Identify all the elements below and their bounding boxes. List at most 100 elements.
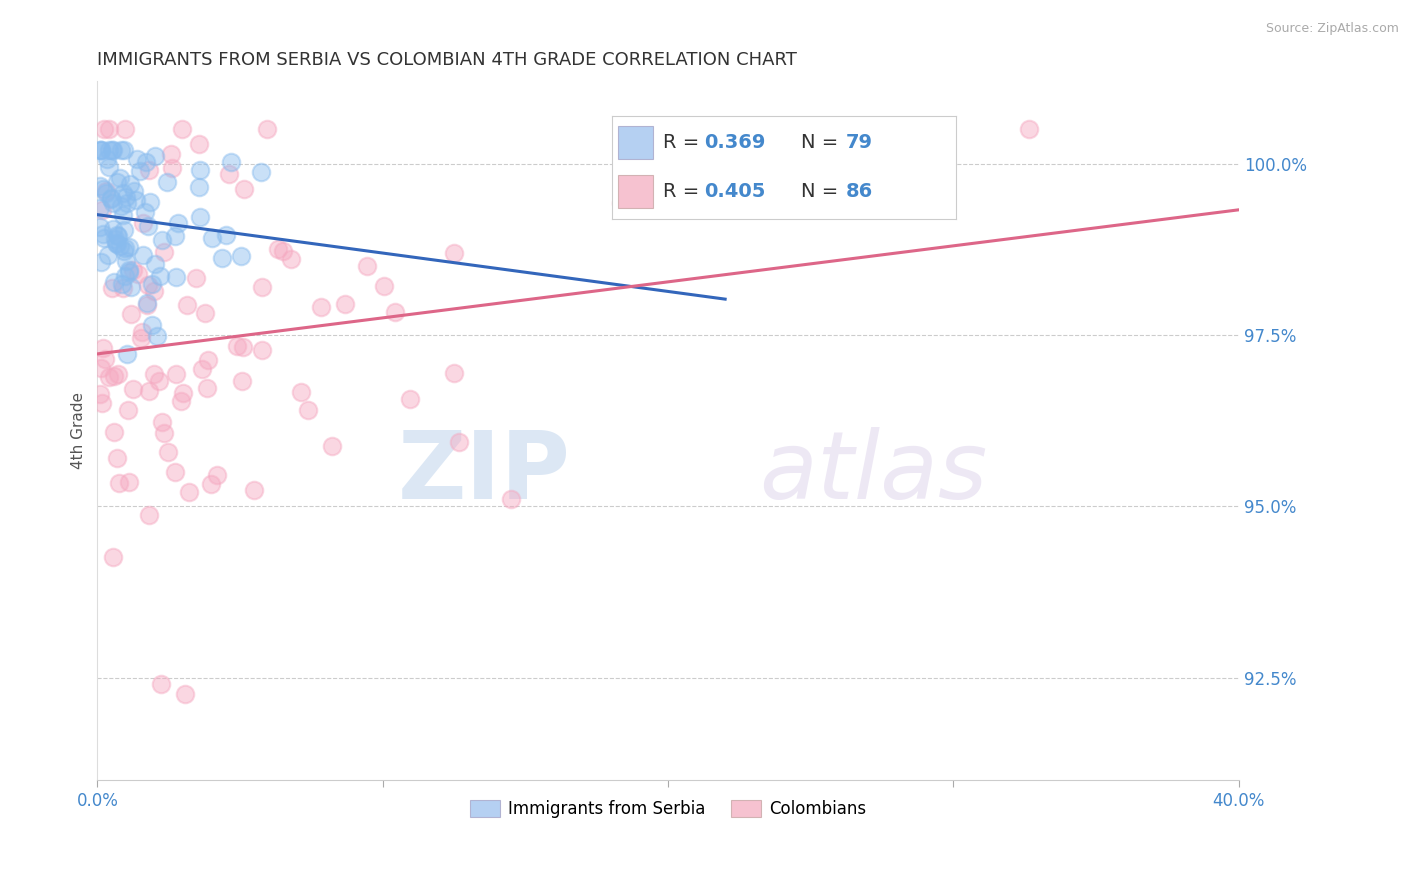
Point — [187, 179, 209, 194]
Point — [129, 331, 152, 345]
Point — [156, 445, 179, 459]
Point — [218, 167, 240, 181]
Point — [112, 281, 135, 295]
Point — [309, 300, 332, 314]
Point — [290, 384, 312, 399]
Point — [156, 176, 179, 190]
Text: Source: ZipAtlas.com: Source: ZipAtlas.com — [1265, 22, 1399, 36]
Point — [93, 231, 115, 245]
Bar — [619, 126, 652, 159]
Point — [143, 257, 166, 271]
Point — [229, 249, 252, 263]
Point — [110, 198, 132, 212]
Point — [96, 152, 118, 166]
Point — [165, 269, 187, 284]
Point — [118, 263, 141, 277]
Text: N =: N = — [801, 182, 845, 202]
Point — [449, 434, 471, 449]
Point — [112, 186, 135, 201]
Point — [94, 184, 117, 198]
Point — [122, 263, 145, 277]
Point — [94, 186, 117, 200]
Point — [101, 143, 124, 157]
Point — [170, 122, 193, 136]
Point — [104, 232, 127, 246]
Point — [112, 223, 135, 237]
Point — [398, 392, 420, 406]
Point — [149, 268, 172, 283]
Point — [107, 368, 129, 382]
Point — [131, 325, 153, 339]
Point — [103, 369, 125, 384]
Point — [150, 415, 173, 429]
Point — [232, 340, 254, 354]
Point — [115, 196, 138, 211]
Point — [104, 236, 127, 251]
Point — [153, 245, 176, 260]
Point — [114, 254, 136, 268]
Point — [165, 368, 187, 382]
Point — [333, 296, 356, 310]
Point — [118, 475, 141, 489]
Point — [120, 279, 142, 293]
Point — [89, 143, 111, 157]
Point — [188, 137, 211, 152]
Point — [191, 362, 214, 376]
Point — [101, 143, 124, 157]
Point — [250, 343, 273, 357]
Point — [201, 231, 224, 245]
Point — [141, 277, 163, 292]
Point — [188, 163, 211, 178]
Point — [197, 381, 219, 395]
Point — [143, 284, 166, 298]
Point — [207, 467, 229, 482]
Point — [89, 387, 111, 401]
Point — [219, 154, 242, 169]
Point — [101, 281, 124, 295]
Y-axis label: 4th Grade: 4th Grade — [72, 392, 86, 469]
Point — [121, 383, 143, 397]
Point — [89, 179, 111, 194]
Point — [122, 184, 145, 198]
Point — [176, 297, 198, 311]
Point — [136, 298, 159, 312]
Point — [129, 164, 152, 178]
Point — [501, 491, 523, 506]
Text: IMMIGRANTS FROM SERBIA VS COLOMBIAN 4TH GRADE CORRELATION CHART: IMMIGRANTS FROM SERBIA VS COLOMBIAN 4TH … — [97, 51, 797, 69]
Point — [100, 191, 122, 205]
Text: N =: N = — [801, 133, 845, 153]
Point — [125, 194, 148, 208]
Point — [233, 182, 256, 196]
Point — [90, 396, 112, 410]
Point — [105, 227, 128, 242]
Point — [112, 244, 135, 258]
Point — [231, 374, 253, 388]
Text: 0.405: 0.405 — [704, 182, 766, 202]
Point — [170, 393, 193, 408]
Point — [115, 346, 138, 360]
Point — [1018, 122, 1040, 136]
Point — [110, 238, 132, 252]
Point — [256, 122, 278, 136]
Text: ZIP: ZIP — [398, 426, 571, 519]
Point — [172, 386, 194, 401]
Point — [94, 351, 117, 366]
Point — [610, 195, 633, 210]
Point — [138, 219, 160, 233]
Point — [108, 476, 131, 491]
Point — [249, 165, 271, 179]
Point — [118, 265, 141, 279]
Point — [115, 190, 138, 204]
Text: 0.369: 0.369 — [704, 133, 766, 153]
Text: 86: 86 — [846, 182, 873, 202]
Point — [160, 146, 183, 161]
Point — [321, 439, 343, 453]
Point — [135, 154, 157, 169]
Point — [90, 202, 112, 217]
Point — [141, 318, 163, 332]
Legend: Immigrants from Serbia, Colombians: Immigrants from Serbia, Colombians — [464, 793, 873, 824]
Point — [188, 210, 211, 224]
Point — [110, 143, 132, 157]
Point — [107, 229, 129, 244]
Point — [108, 171, 131, 186]
